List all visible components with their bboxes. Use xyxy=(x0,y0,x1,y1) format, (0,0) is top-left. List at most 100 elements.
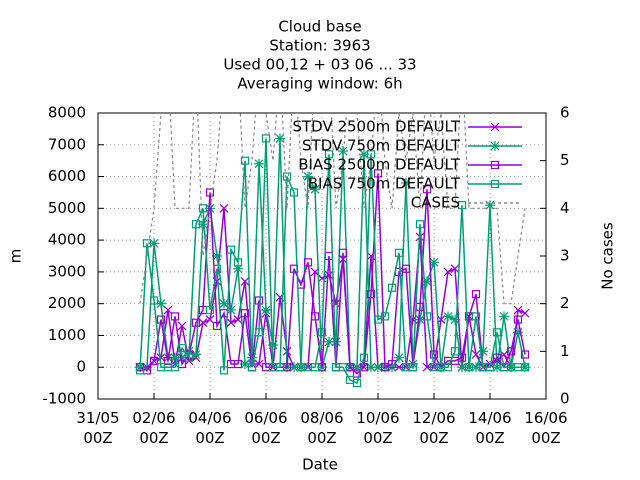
marker xyxy=(303,171,313,182)
y2-tick-label: 1 xyxy=(560,342,570,360)
x-tick-label: 14/06 00Z xyxy=(468,409,511,447)
marker xyxy=(219,366,229,375)
marker xyxy=(205,315,215,324)
marker xyxy=(492,328,502,337)
marker xyxy=(324,150,334,159)
marker xyxy=(373,362,383,373)
marker xyxy=(380,312,390,321)
marker xyxy=(233,258,243,267)
marker xyxy=(373,169,383,178)
marker xyxy=(478,346,488,357)
marker xyxy=(254,158,264,169)
marker xyxy=(163,305,173,315)
y2-tick-label: 3 xyxy=(560,247,570,265)
y-tick-label: 2000 xyxy=(48,294,86,312)
y-tick-label: 8000 xyxy=(48,104,86,122)
marker xyxy=(310,312,320,321)
marker xyxy=(177,344,187,353)
marker xyxy=(359,353,369,362)
marker xyxy=(240,309,250,318)
marker xyxy=(492,362,502,373)
marker xyxy=(205,305,215,315)
y2-tick-label: 0 xyxy=(560,390,570,408)
x-tick-label: 31/05 00Z xyxy=(76,409,119,447)
y-tick-label: 4000 xyxy=(48,231,86,249)
marker xyxy=(212,264,222,273)
y2-tick-label: 5 xyxy=(560,151,570,169)
x-tick-label: 16/06 00Z xyxy=(524,409,567,447)
marker xyxy=(415,220,425,229)
marker xyxy=(135,366,145,375)
marker xyxy=(240,156,250,165)
marker xyxy=(394,362,404,372)
marker xyxy=(520,350,530,359)
series-line xyxy=(139,173,526,375)
marker xyxy=(443,267,453,277)
x-tick-label: 04/06 00Z xyxy=(188,409,231,447)
marker xyxy=(184,353,194,362)
y-tick-label: 6000 xyxy=(48,167,86,185)
marker xyxy=(429,350,439,359)
marker xyxy=(205,188,215,197)
marker xyxy=(191,220,201,229)
y-axis-label: m xyxy=(7,249,25,264)
marker xyxy=(163,356,173,365)
marker xyxy=(520,363,530,372)
chart-title: Station: 3963 xyxy=(269,37,370,55)
marker xyxy=(520,308,530,318)
y-tick-label: -1000 xyxy=(42,390,86,408)
legend-label: BIAS 2500m DEFAULT xyxy=(298,156,461,174)
marker xyxy=(492,353,502,362)
marker xyxy=(450,264,460,274)
y-tick-label: 0 xyxy=(76,358,86,376)
marker xyxy=(387,359,397,369)
x-tick-label: 10/06 00Z xyxy=(356,409,399,447)
marker xyxy=(387,283,397,292)
marker xyxy=(170,363,180,372)
marker xyxy=(156,353,166,363)
y2-axis-label: No cases xyxy=(599,222,617,290)
marker xyxy=(471,312,481,321)
marker xyxy=(506,347,516,356)
marker xyxy=(485,363,495,372)
legend-label: STDV 750m DEFAULT xyxy=(302,137,461,155)
y2-tick-label: 2 xyxy=(560,294,570,312)
marker xyxy=(289,188,299,197)
series-line xyxy=(139,113,526,305)
marker xyxy=(317,328,327,337)
marker xyxy=(450,347,460,356)
marker xyxy=(401,264,411,273)
series-line xyxy=(139,138,525,385)
marker xyxy=(156,315,166,324)
plot-area xyxy=(135,113,530,388)
x-axis-label: Date xyxy=(302,456,338,474)
marker xyxy=(226,318,236,328)
legend-marker xyxy=(490,122,500,132)
y2-tick-label: 4 xyxy=(560,199,570,217)
marker xyxy=(464,363,474,372)
x-tick-label: 06/06 00Z xyxy=(244,409,287,447)
marker xyxy=(310,363,320,372)
marker xyxy=(198,219,208,230)
marker xyxy=(394,248,404,257)
marker xyxy=(149,238,159,249)
marker xyxy=(338,363,348,372)
marker xyxy=(310,184,320,195)
y-tick-label: 3000 xyxy=(48,262,86,280)
marker xyxy=(226,245,236,254)
legend-marker xyxy=(490,179,500,189)
marker xyxy=(401,177,411,188)
marker xyxy=(233,315,243,324)
marker xyxy=(450,314,460,325)
marker xyxy=(408,363,418,372)
marker xyxy=(513,305,523,315)
marker xyxy=(240,276,250,286)
x-tick-label: 12/06 00Z xyxy=(412,409,455,447)
marker xyxy=(471,290,481,299)
marker xyxy=(366,150,376,159)
marker xyxy=(352,369,362,378)
marker xyxy=(457,201,467,210)
marker xyxy=(233,359,243,369)
y-tick-label: 1000 xyxy=(48,326,86,344)
